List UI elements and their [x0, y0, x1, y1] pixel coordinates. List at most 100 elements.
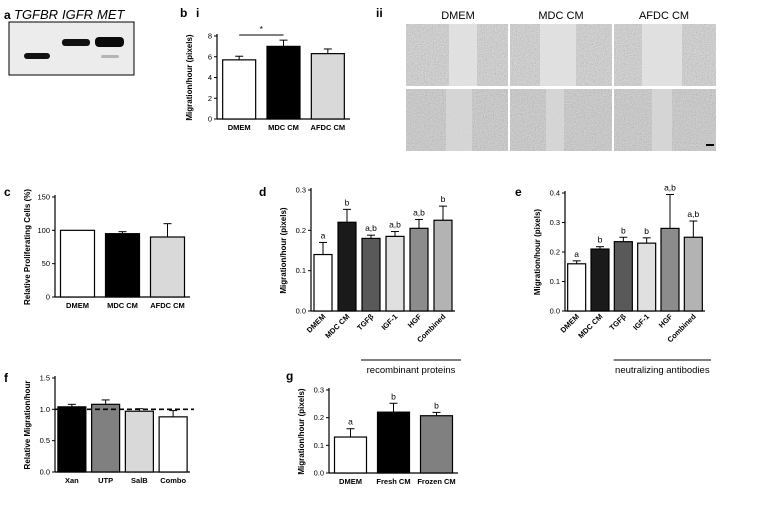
bar-g-1 — [376, 411, 411, 474]
y-tick-label: 0.0 — [40, 468, 50, 477]
chart-g: g 0.0 0.1 0.2 0.3 Migration/hour (pixels) a DME… — [286, 369, 458, 486]
significance-letter: a,b — [687, 209, 699, 219]
significance-letter: a — [574, 249, 579, 259]
bar-c-0 — [59, 229, 96, 298]
category-label: MDC CM — [576, 312, 604, 340]
bar-c-2 — [149, 236, 186, 298]
bar-e-4 — [660, 227, 680, 312]
category-label: TGFβ — [355, 312, 376, 333]
panel-e-label: e — [515, 185, 522, 199]
y-axis-label: Relative Migration/hour — [23, 381, 32, 470]
panel-b-sub-ii: ii — [376, 6, 383, 20]
micrograph-grid: DMEM MDC CM AFDC CM — [406, 10, 716, 151]
micrograph-label-afdc-cm: AFDC CM — [639, 10, 689, 22]
y-tick-label: 100 — [37, 226, 50, 235]
panel-b-label: b — [180, 6, 187, 20]
chart-e: e 0.0 0.1 0.2 0.3 0.4 Migration/hour (pixels) a… — [515, 182, 711, 376]
significance-letter: a — [348, 417, 353, 427]
category-label: MDC CM — [323, 312, 351, 340]
category-label: MDC CM — [107, 301, 138, 310]
bar-f-0 — [57, 406, 87, 473]
gel-band-igfr — [62, 39, 90, 46]
category-label: TGFβ — [608, 312, 629, 333]
y-tick-label: 1.0 — [40, 405, 50, 414]
bar-bi-1 — [266, 45, 301, 120]
y-tick-label: 6 — [208, 52, 212, 61]
category-label: HGF — [406, 312, 424, 330]
bar-bi-0 — [222, 59, 257, 120]
category-label: HGF — [657, 312, 675, 330]
significance-letter: a,b — [365, 223, 377, 233]
bar-d-1 — [337, 221, 357, 312]
panel-b-sub-i: i — [196, 6, 199, 20]
bar-bi-2 — [310, 53, 345, 120]
significance-letter: a — [321, 230, 326, 240]
category-label: AFDC CM — [150, 301, 185, 310]
category-label: SalB — [131, 476, 148, 485]
bar-d-2 — [361, 237, 381, 312]
panel-d-label: d — [259, 185, 266, 199]
bar-c-1 — [104, 233, 141, 298]
bar-d-3 — [385, 235, 405, 312]
y-axis-label: Migration/hour (pixels) — [297, 388, 306, 475]
panel-g-label: g — [286, 369, 293, 383]
y-tick-label: 0.0 — [296, 307, 306, 316]
gel-band-met-faint — [101, 55, 119, 58]
significance-letter: b — [621, 225, 626, 235]
y-tick-label: 0.2 — [550, 248, 560, 257]
y-axis-label: Migration/hour (pixels) — [185, 34, 194, 121]
category-label: Frozen CM — [417, 477, 455, 486]
chart-c: c 0 50 100 150 Relative Proliferating Cells (… — [4, 185, 190, 310]
gel-band-tgfbr — [24, 53, 50, 59]
category-label: Combo — [160, 476, 186, 485]
significance-letter: a,b — [389, 220, 401, 230]
bar-d-0 — [313, 253, 333, 312]
category-label: IGF-1 — [379, 312, 399, 332]
category-label: UTP — [98, 476, 113, 485]
bar-e-0 — [567, 263, 587, 312]
bar-d-5 — [433, 219, 453, 312]
significance-star: * — [260, 24, 264, 34]
y-tick-label: 0.3 — [296, 186, 306, 195]
bar-g-0 — [333, 436, 368, 474]
panel-c-label: c — [4, 185, 11, 199]
significance-letter: a,b — [413, 207, 425, 217]
bar-e-1 — [590, 248, 610, 312]
category-label: Fresh CM — [376, 477, 410, 486]
group-label: neutralizing antibodies — [615, 365, 710, 376]
category-label: IGF-1 — [631, 312, 651, 332]
panel-a-label: a — [4, 8, 11, 22]
bar-e-2 — [613, 241, 633, 312]
significance-letter: b — [434, 400, 439, 410]
gene-label-tgfbr: TGFBR — [14, 7, 58, 22]
y-tick-label: 0.3 — [550, 218, 560, 227]
chart-d: d 0.0 0.1 0.2 0.3 Migration/hour (pixels) a DME… — [259, 185, 461, 376]
significance-letter: b — [644, 226, 649, 236]
y-tick-label: 1.5 — [40, 374, 50, 383]
category-label: DMEM — [305, 312, 328, 335]
bar-e-5 — [683, 236, 703, 312]
bar-e-3 — [637, 242, 657, 312]
y-tick-label: 0.0 — [314, 469, 324, 478]
category-label: AFDC CM — [311, 123, 346, 132]
category-label: DMEM — [228, 123, 251, 132]
bar-g-2 — [419, 415, 454, 474]
y-tick-label: 0 — [46, 293, 50, 302]
gene-label-igfr: IGFR — [62, 7, 93, 22]
significance-letter: b — [441, 194, 446, 204]
y-tick-label: 8 — [208, 32, 212, 41]
panel-f-label: f — [4, 371, 9, 385]
gel-band-met — [95, 37, 124, 47]
significance-letter: b — [391, 391, 396, 401]
y-axis-label: Relative Proliferating Cells (%) — [23, 189, 32, 305]
chart-f: f 0.0 0.5 1.0 1.5 Relative Migration/hour Xan U… — [4, 371, 194, 485]
category-label: MDC CM — [268, 123, 299, 132]
y-tick-label: 150 — [37, 193, 50, 202]
y-tick-label: 4 — [208, 73, 212, 82]
micrograph-label-mdc-cm: MDC CM — [538, 10, 583, 22]
category-label: DMEM — [66, 301, 89, 310]
gel-panel: TGFBR IGFR MET — [8, 7, 135, 76]
bar-f-2 — [124, 410, 154, 473]
y-axis-label: Migration/hour (pixels) — [533, 209, 542, 296]
